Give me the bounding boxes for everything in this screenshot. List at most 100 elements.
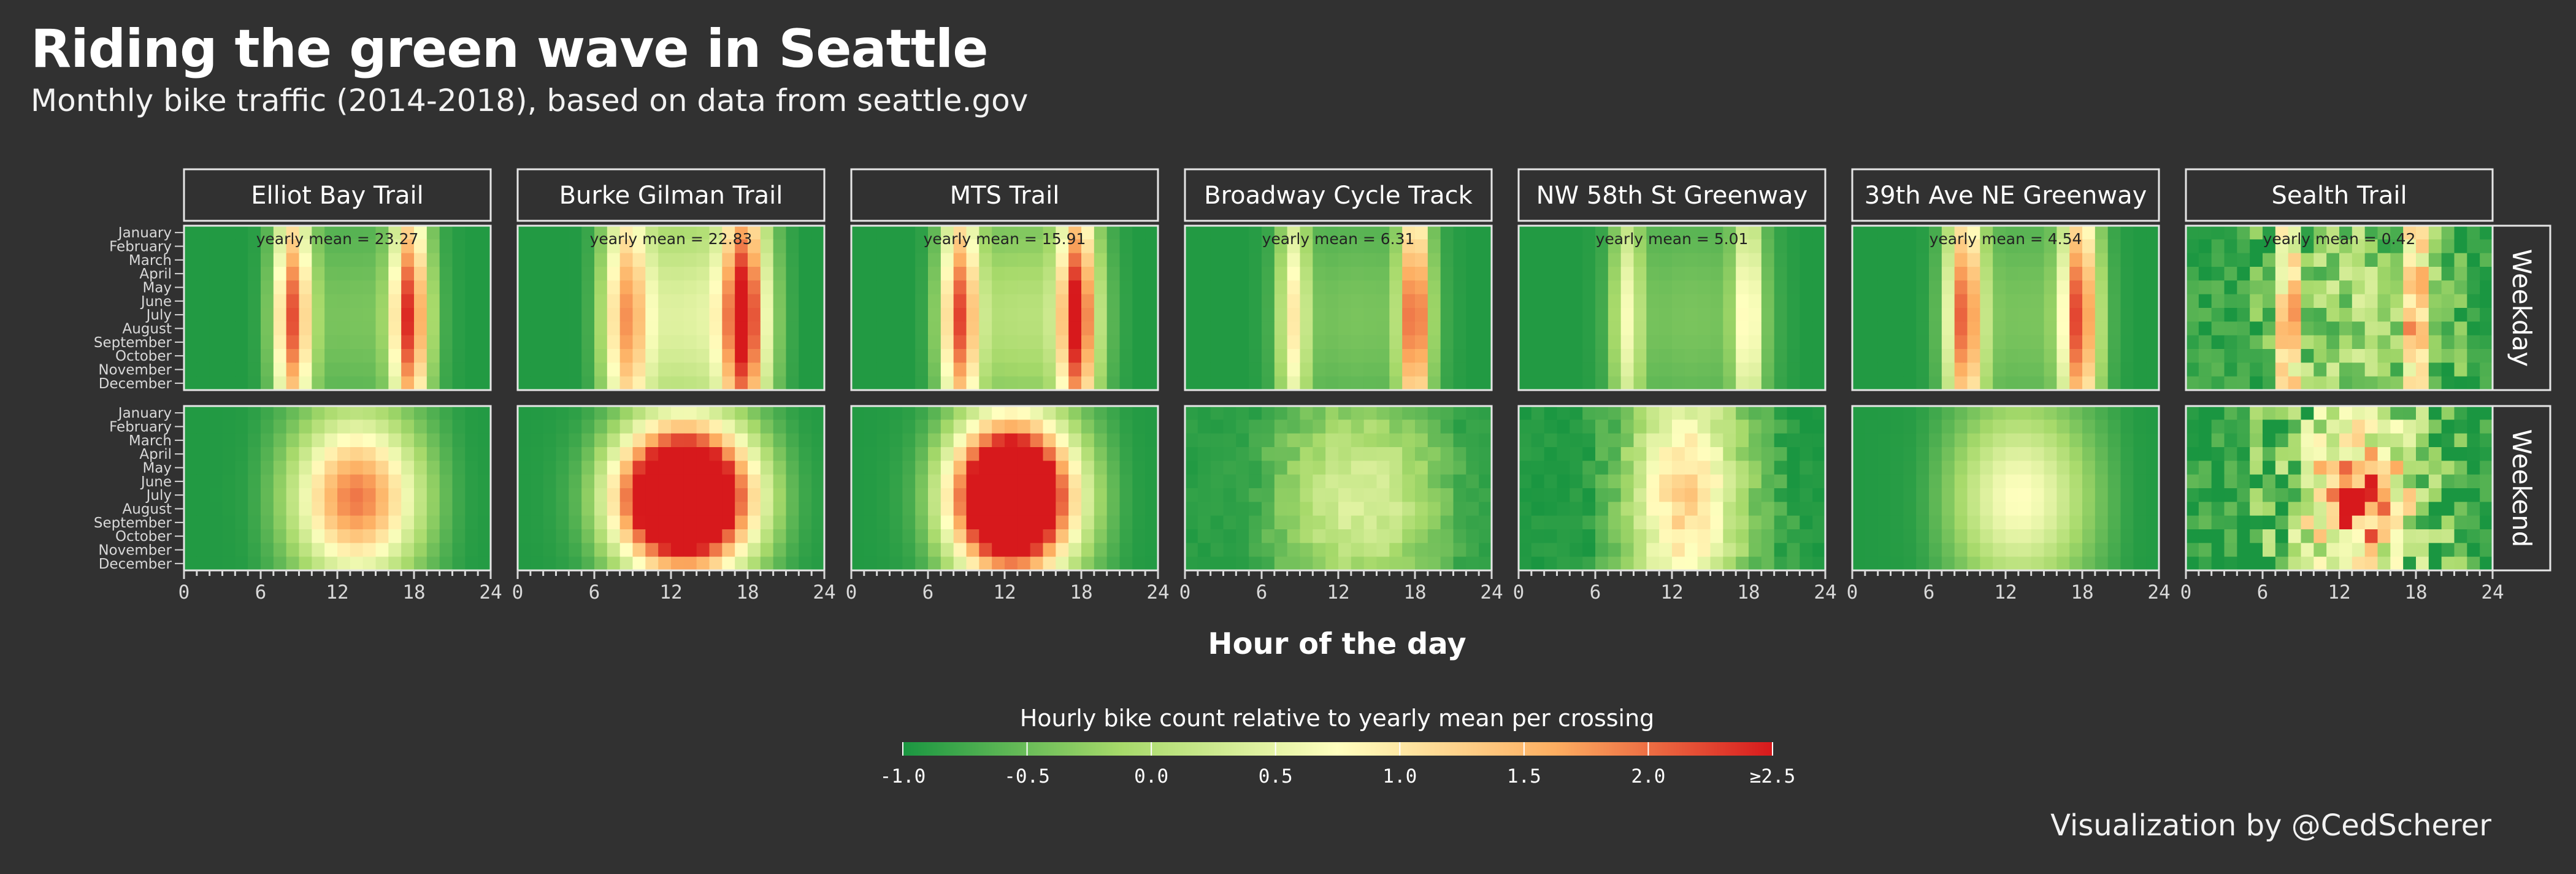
- heat-cell: [1313, 433, 1326, 448]
- heat-cell: [1800, 461, 1813, 475]
- heat-cell: [2224, 502, 2237, 516]
- heat-cell: [1877, 294, 1892, 309]
- heat-cell: [2326, 280, 2340, 295]
- heat-cell: [426, 543, 440, 558]
- heat-cell: [1402, 420, 1416, 434]
- heat-cell: [1954, 488, 1968, 502]
- heat-cell: [1723, 362, 1736, 377]
- heat-cell: [1440, 529, 1454, 543]
- heat-cell: [273, 349, 287, 363]
- heat-cell: [569, 280, 582, 295]
- heat-cell: [1106, 488, 1121, 502]
- heat-cell: [1954, 226, 1968, 240]
- heat-cell: [645, 461, 659, 475]
- heat-cell: [1402, 543, 1416, 558]
- heat-cell: [543, 461, 557, 475]
- heat-cell: [1620, 406, 1635, 420]
- heat-cell: [1749, 556, 1762, 571]
- heat-cell: [1300, 461, 1313, 475]
- heat-cell: [222, 556, 236, 571]
- heat-cell: [1890, 447, 1904, 461]
- heat-cell: [1749, 253, 1762, 267]
- heat-cell: [1659, 406, 1673, 420]
- heat-cell: [1544, 420, 1558, 434]
- heat-cell: [1787, 239, 1800, 254]
- strip-2: [850, 168, 1159, 222]
- heat-cell: [889, 376, 903, 391]
- heat-cell: [940, 239, 954, 254]
- heat-cell: [645, 280, 659, 295]
- heat-cell: [350, 556, 364, 571]
- heat-cell: [1427, 294, 1441, 309]
- heat-cell: [2275, 461, 2289, 475]
- heat-cell: [1659, 253, 1673, 267]
- heat-cell: [1427, 474, 1441, 489]
- heat-cell: [1941, 556, 1955, 571]
- heat-cell: [1094, 447, 1108, 461]
- heat-cell: [1774, 488, 1788, 502]
- heat-cell: [1967, 502, 1980, 516]
- heat-cell: [966, 321, 979, 336]
- heat-cell: [388, 529, 402, 543]
- heat-cell: [748, 376, 761, 391]
- heat-cell: [1325, 349, 1339, 363]
- heat-cell: [2390, 267, 2404, 281]
- heat-cell: [273, 335, 287, 350]
- heat-cell: [414, 362, 427, 377]
- heat-cell: [902, 267, 916, 281]
- heat-cell: [1236, 239, 1249, 254]
- heat-cell: [1608, 556, 1622, 571]
- heat-cell: [2467, 362, 2480, 377]
- heat-cell: [1376, 239, 1390, 254]
- heat-cell: [1081, 474, 1095, 489]
- heat-cell: [1389, 308, 1403, 322]
- heat-cell: [851, 226, 865, 240]
- heat-cell: [2031, 280, 2045, 295]
- strip-5: [1851, 168, 2160, 222]
- heat-cell: [1980, 267, 1993, 281]
- heat-cell: [1877, 474, 1892, 489]
- heat-cell: [1582, 362, 1596, 377]
- heat-cell: [556, 543, 569, 558]
- heat-cell: [1119, 267, 1133, 281]
- heat-cell: [1916, 335, 1930, 350]
- heat-cell: [286, 502, 300, 516]
- heat-cell: [362, 267, 377, 281]
- heat-cell: [1787, 406, 1800, 420]
- heat-cell: [1300, 253, 1313, 267]
- heat-cell: [953, 556, 967, 571]
- heat-cell: [645, 253, 659, 267]
- heat-cell: [414, 488, 427, 502]
- heat-cell: [2441, 226, 2455, 240]
- heat-cell: [2441, 461, 2455, 475]
- heat-cell: [286, 308, 300, 322]
- heat-cell: [1274, 433, 1288, 448]
- heat-cell: [350, 376, 364, 391]
- heat-cell: [2275, 376, 2289, 391]
- heat-cell: [2095, 308, 2109, 322]
- heat-cell: [2250, 447, 2263, 461]
- heat-cell: [1338, 406, 1352, 420]
- heat-cell: [1993, 556, 2006, 571]
- heat-cell: [2211, 515, 2225, 530]
- heat-cell: [2237, 515, 2250, 530]
- heat-cell: [1608, 376, 1622, 391]
- heat-cell: [2120, 543, 2134, 558]
- heat-cell: [2390, 321, 2404, 336]
- heat-cell: [1633, 308, 1647, 322]
- heat-cell: [671, 488, 684, 502]
- heat-cell: [2224, 461, 2237, 475]
- heat-cell: [337, 239, 351, 254]
- heat-cell: [1094, 474, 1108, 489]
- heat-cell: [2480, 308, 2493, 322]
- heat-cell: [709, 529, 723, 543]
- heat-cell: [184, 433, 197, 448]
- heat-cell: [1262, 321, 1275, 336]
- heat-cell: [2301, 433, 2314, 448]
- heat-cell: [619, 433, 634, 448]
- heat-cell: [1236, 280, 1249, 295]
- heat-cell: [1313, 294, 1326, 309]
- heat-cell: [1800, 556, 1813, 571]
- heat-cell: [1749, 321, 1762, 336]
- x-tick-label: 24: [813, 581, 835, 604]
